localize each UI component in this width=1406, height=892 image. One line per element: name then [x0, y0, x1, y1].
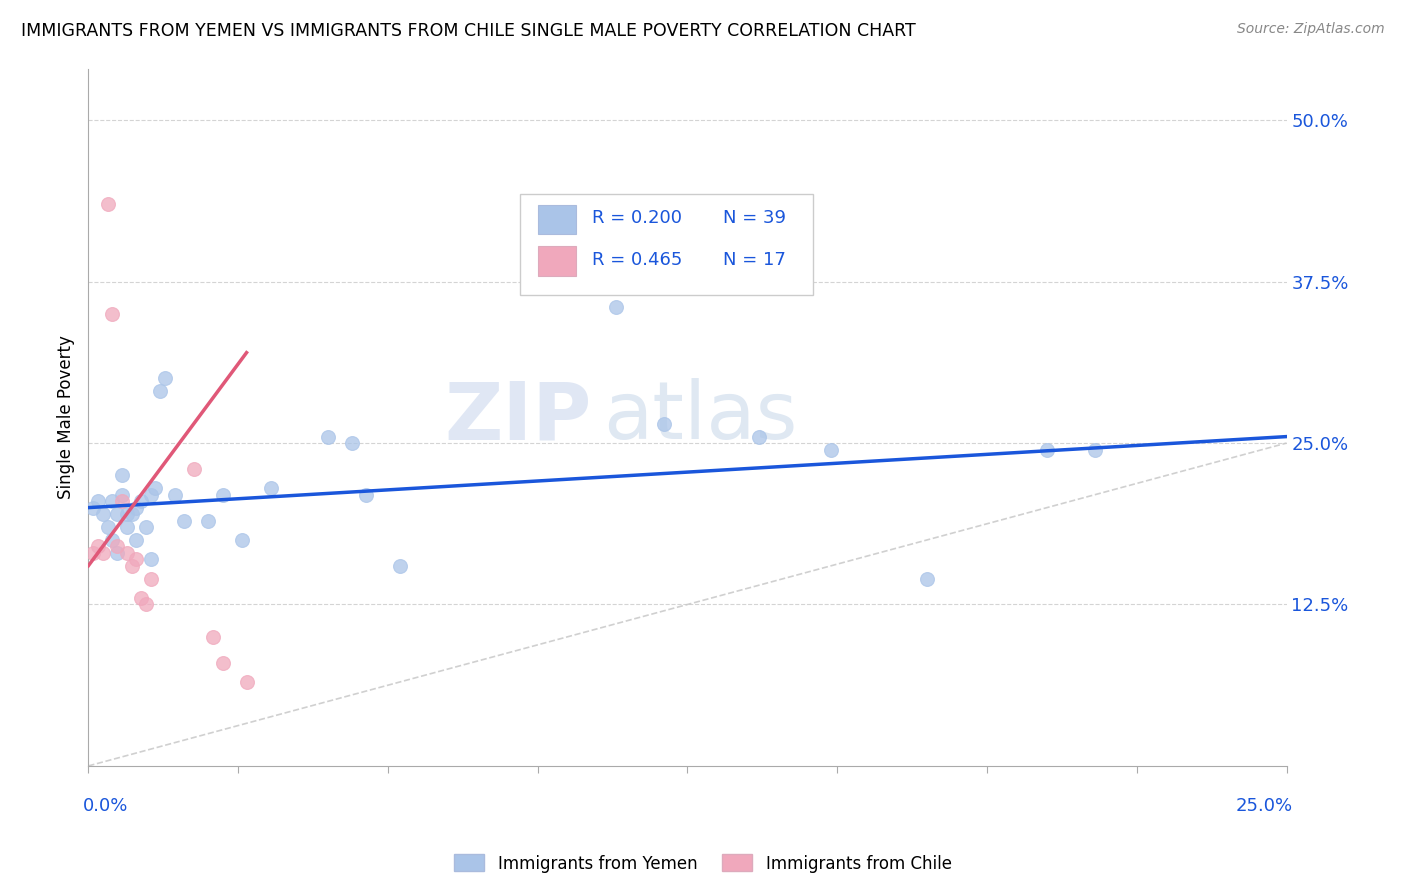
- Point: [121, 558, 143, 573]
- Point: [173, 514, 195, 528]
- Point: [1084, 442, 1107, 457]
- Text: N = 17: N = 17: [724, 252, 786, 269]
- Point: [163, 488, 186, 502]
- Point: [316, 429, 339, 443]
- Point: [748, 429, 770, 443]
- Point: [149, 384, 172, 399]
- Point: [115, 520, 138, 534]
- Point: [153, 371, 176, 385]
- Point: [652, 417, 675, 431]
- Point: [135, 598, 157, 612]
- Point: [139, 488, 162, 502]
- Point: [388, 558, 411, 573]
- Point: [91, 507, 114, 521]
- Point: [82, 500, 104, 515]
- Text: 0.0%: 0.0%: [83, 797, 128, 815]
- Point: [82, 546, 104, 560]
- Point: [87, 540, 110, 554]
- Point: [820, 442, 842, 457]
- Bar: [537, 204, 576, 234]
- Point: [211, 488, 233, 502]
- Point: [356, 488, 378, 502]
- Y-axis label: Single Male Poverty: Single Male Poverty: [58, 335, 75, 500]
- Point: [101, 533, 124, 547]
- Point: [111, 488, 134, 502]
- Point: [125, 552, 148, 566]
- Point: [139, 572, 162, 586]
- Point: [105, 540, 128, 554]
- Point: [231, 533, 253, 547]
- Text: R = 0.200: R = 0.200: [592, 210, 682, 227]
- Point: [135, 520, 157, 534]
- Point: [105, 546, 128, 560]
- Point: [96, 197, 118, 211]
- Legend: Immigrants from Yemen, Immigrants from Chile: Immigrants from Yemen, Immigrants from C…: [447, 847, 959, 880]
- Point: [139, 552, 162, 566]
- FancyBboxPatch shape: [520, 194, 813, 295]
- Point: [183, 462, 205, 476]
- Point: [115, 507, 138, 521]
- Point: [145, 481, 167, 495]
- Point: [96, 520, 118, 534]
- Text: IMMIGRANTS FROM YEMEN VS IMMIGRANTS FROM CHILE SINGLE MALE POVERTY CORRELATION C: IMMIGRANTS FROM YEMEN VS IMMIGRANTS FROM…: [21, 22, 915, 40]
- Point: [121, 507, 143, 521]
- Point: [111, 494, 134, 508]
- Point: [129, 494, 152, 508]
- Point: [129, 591, 152, 605]
- Point: [115, 546, 138, 560]
- Text: 25.0%: 25.0%: [1236, 797, 1292, 815]
- Bar: [537, 246, 576, 276]
- Point: [201, 630, 224, 644]
- Point: [125, 533, 148, 547]
- Point: [259, 481, 281, 495]
- Point: [87, 494, 110, 508]
- Point: [101, 494, 124, 508]
- Point: [915, 572, 938, 586]
- Point: [91, 546, 114, 560]
- Text: Source: ZipAtlas.com: Source: ZipAtlas.com: [1237, 22, 1385, 37]
- Point: [211, 656, 233, 670]
- Point: [101, 307, 124, 321]
- Point: [340, 436, 363, 450]
- Point: [235, 675, 257, 690]
- Point: [197, 514, 219, 528]
- Point: [125, 500, 148, 515]
- Text: N = 39: N = 39: [724, 210, 786, 227]
- Point: [605, 301, 627, 315]
- Point: [111, 468, 134, 483]
- Text: atlas: atlas: [603, 378, 799, 456]
- Text: R = 0.465: R = 0.465: [592, 252, 682, 269]
- Text: ZIP: ZIP: [444, 378, 592, 456]
- Point: [1036, 442, 1059, 457]
- Point: [105, 507, 128, 521]
